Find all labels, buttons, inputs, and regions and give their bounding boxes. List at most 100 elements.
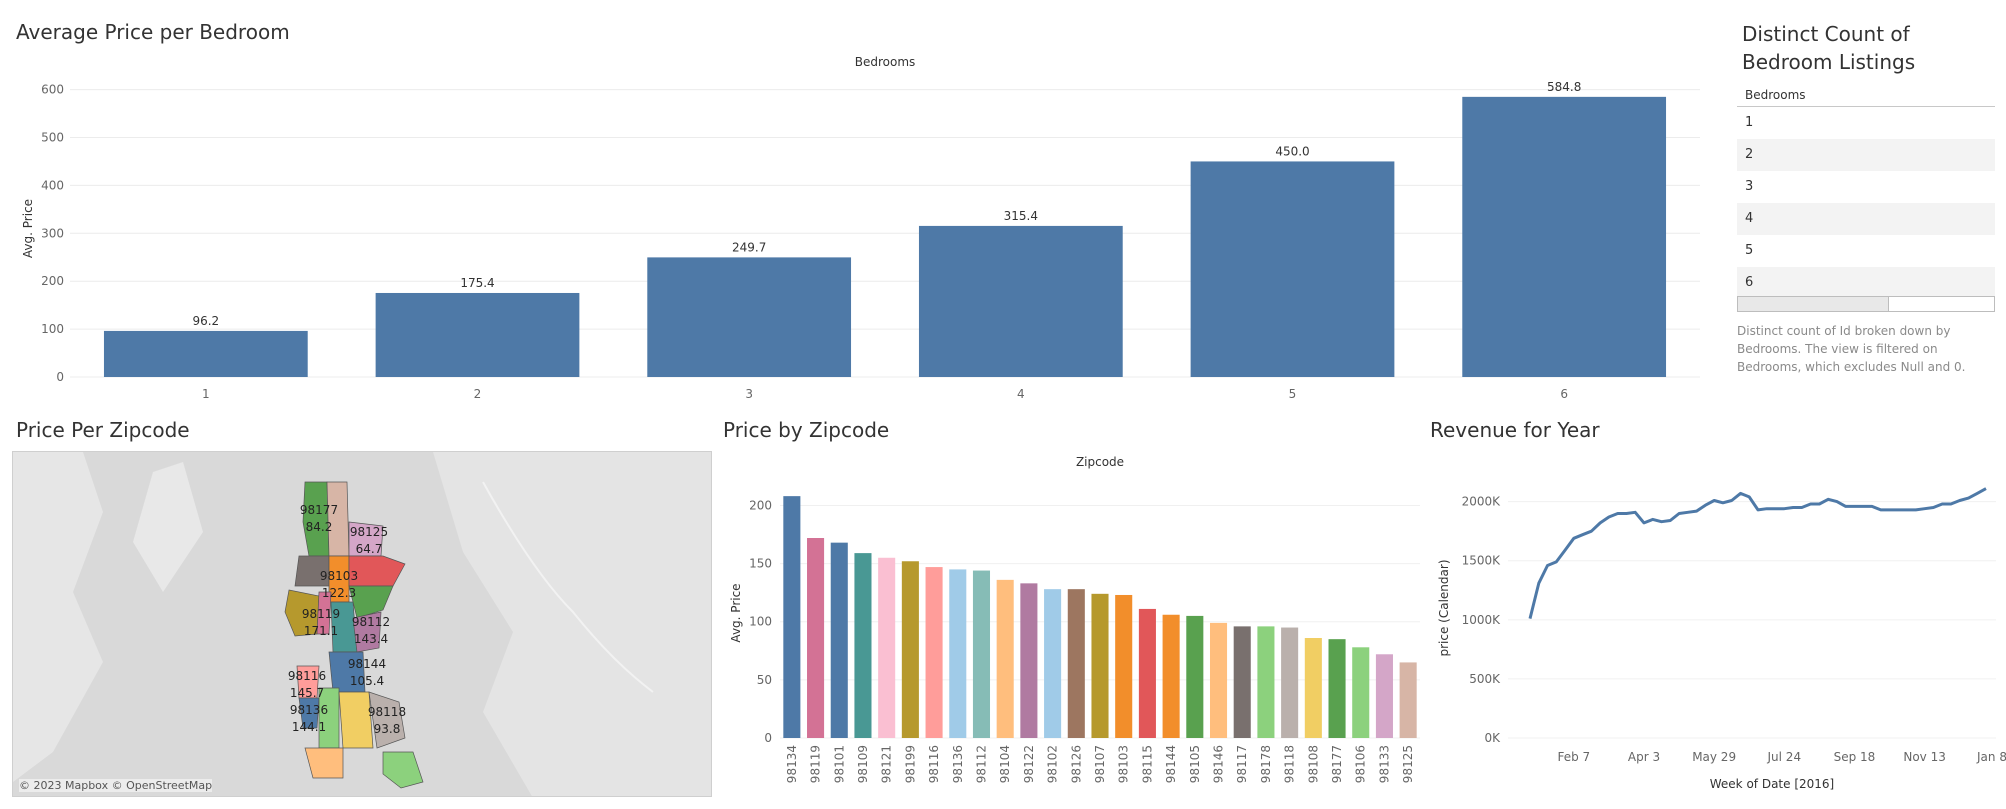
- map-value-label: 93.8: [374, 722, 401, 736]
- table-row[interactable]: 2: [1737, 139, 1995, 171]
- y-tick-label: 300: [41, 226, 64, 240]
- chart-title-revenue-year: Revenue for Year: [1430, 418, 1600, 442]
- x-tick-label: 98106: [1354, 745, 1368, 783]
- map-canvas[interactable]: [13, 452, 712, 797]
- map-value-label: 145.7: [290, 686, 324, 700]
- map-zip-label: 98119: [302, 607, 340, 621]
- zip-region[interactable]: [348, 555, 406, 587]
- x-tick-label: 98121: [880, 745, 894, 783]
- bar-chart-price-zipcode[interactable]: Zipcode Avg. Price 0 50 100 150 200 98134 98119 9…: [720, 448, 1420, 798]
- bar: [1328, 639, 1346, 738]
- series-line: [1528, 487, 1987, 619]
- bar-chart-avg-price-bedroom[interactable]: Bedrooms Avg. Price 0 100 200 300 400 500 600 96.…: [0, 50, 1720, 410]
- bar: [647, 257, 852, 377]
- map-landmass: [433, 452, 711, 796]
- x-tick-label: 98136: [951, 745, 965, 783]
- y-tick-label: 0: [56, 370, 64, 384]
- x-tick-label: 98144: [1164, 745, 1178, 783]
- bar: [996, 579, 1014, 738]
- horizontal-scrollbar[interactable]: [1737, 296, 1995, 312]
- table-row[interactable]: 1: [1745, 115, 1754, 130]
- zip-region[interactable]: [382, 751, 424, 789]
- x-tick-label: 98122: [1022, 745, 1036, 783]
- x-tick-label: 98112: [974, 745, 988, 783]
- x-tick-label: 98177: [1330, 745, 1344, 783]
- x-tick-label: Jan 8: [1976, 750, 2006, 764]
- data-label: 96.2: [192, 314, 219, 328]
- zip-region[interactable]: [316, 591, 332, 635]
- y-tick-label: 200: [41, 274, 64, 288]
- map-value-label: 143.4: [354, 632, 388, 646]
- y-tick-label: 150: [749, 557, 772, 571]
- bar: [375, 292, 580, 377]
- map-value-label: 171.1: [304, 624, 338, 638]
- bar: [1044, 589, 1062, 738]
- y-tick-label: 500: [41, 130, 64, 144]
- table-header-bedrooms: Bedrooms: [1737, 88, 1995, 107]
- table-caption: Distinct count of Id broken down by Bedr…: [1737, 324, 1966, 374]
- y-tick-label: 1000K: [1462, 613, 1502, 627]
- y-tick-label: 0K: [1484, 731, 1501, 745]
- data-label: 584.8: [1547, 80, 1581, 94]
- chart-title-price-zipcode: Price by Zipcode: [723, 418, 890, 442]
- bar: [854, 553, 872, 738]
- zip-region[interactable]: [338, 691, 374, 749]
- bar: [925, 567, 943, 738]
- zip-region[interactable]: [348, 585, 394, 619]
- y-tick-label: 500K: [1469, 672, 1501, 686]
- x-tick-label: 98105: [1188, 745, 1202, 783]
- bar: [918, 225, 1123, 377]
- x-tick-label: 98115: [1140, 745, 1154, 783]
- bar: [1257, 626, 1275, 738]
- x-tick-label: 5: [1289, 387, 1297, 401]
- column-header: Bedrooms: [855, 55, 916, 69]
- table-row[interactable]: 4: [1737, 203, 1995, 235]
- scrollbar-thumb[interactable]: [1738, 297, 1889, 311]
- table-row[interactable]: 5: [1745, 243, 1754, 258]
- map-zip-label: 98103: [320, 569, 358, 583]
- map-landmass: [13, 452, 103, 782]
- y-tick-label: 600: [41, 83, 64, 97]
- map-attribution[interactable]: © 2023 Mapbox © OpenStreetMap: [19, 779, 213, 792]
- line-chart-revenue-year[interactable]: price (Calendar) 0K 500K 1000K 1500K 2000K Feb…: [1428, 448, 2006, 798]
- x-tick-label: 98108: [1306, 745, 1320, 783]
- zip-region[interactable]: [368, 691, 406, 749]
- x-tick-label: 4: [1017, 387, 1025, 401]
- bar: [1186, 615, 1204, 738]
- x-tick-label: 98133: [1377, 745, 1391, 783]
- map-title: Price Per Zipcode: [16, 418, 190, 442]
- column-header: Zipcode: [1076, 455, 1124, 469]
- bar: [1375, 654, 1393, 738]
- zipcode-map[interactable]: 98177 84.2 98125 64.7 98103 122.3 98119 171.1 98…: [12, 451, 712, 797]
- table-row[interactable]: 6: [1737, 267, 1995, 299]
- bar: [1209, 622, 1228, 738]
- bar: [1281, 627, 1299, 738]
- y-tick-label: 1500K: [1462, 554, 1502, 568]
- zip-region[interactable]: [284, 589, 320, 637]
- x-tick-label: 98134: [785, 745, 799, 783]
- data-label: 175.4: [460, 276, 494, 290]
- x-tick-label: 98116: [927, 745, 941, 783]
- bar: [1399, 662, 1417, 738]
- map-value-label: 64.7: [356, 542, 383, 556]
- x-tick-label: 6: [1560, 387, 1568, 401]
- x-tick-label: 98103: [1117, 745, 1131, 783]
- zip-region[interactable]: [304, 747, 344, 779]
- bar: [830, 542, 848, 738]
- bar: [1091, 593, 1109, 738]
- data-label: 315.4: [1004, 209, 1038, 223]
- y-tick-label: 100: [749, 615, 772, 629]
- zip-regions[interactable]: [284, 481, 424, 789]
- map-zip-label: 98116: [288, 669, 326, 683]
- x-tick-label: 98109: [856, 745, 870, 783]
- x-tick-label: 98117: [1235, 745, 1249, 783]
- table-row[interactable]: 3: [1745, 179, 1754, 194]
- map-zip-label: 98125: [350, 525, 388, 539]
- map-value-label: 122.3: [322, 586, 356, 600]
- y-tick-label: 0: [764, 731, 772, 745]
- zip-region[interactable]: [352, 611, 382, 653]
- bar: [1462, 96, 1667, 377]
- bar: [1190, 161, 1395, 377]
- zip-region[interactable]: [298, 697, 320, 729]
- bar: [1233, 626, 1251, 738]
